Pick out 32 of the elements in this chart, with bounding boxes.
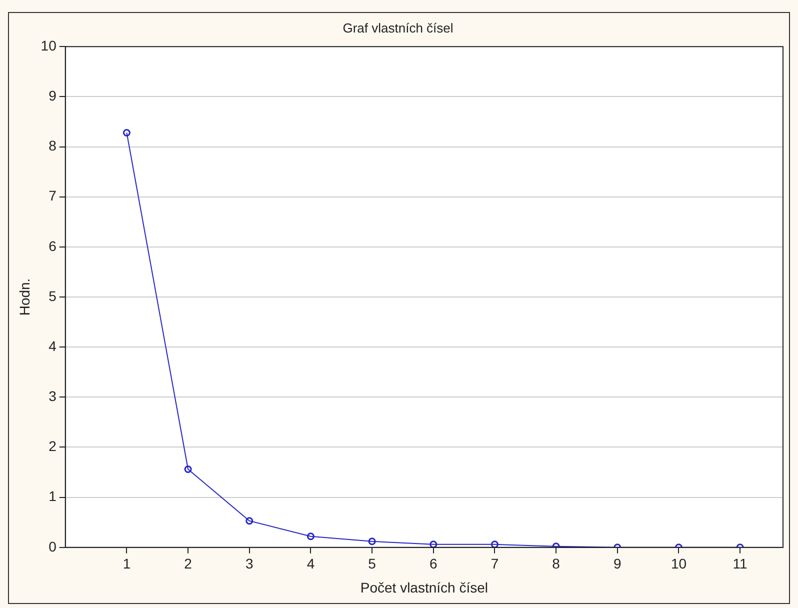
x-tick-label: 6 <box>429 556 438 572</box>
y-tick-label: 3 <box>48 388 57 404</box>
point <box>306 532 314 540</box>
chart-title: Graf vlastních čísel <box>342 20 454 36</box>
x-tick-label: 5 <box>368 556 376 572</box>
point <box>184 466 192 474</box>
y-tick-label: 1 <box>48 488 57 504</box>
x-tick-label: 11 <box>732 556 748 572</box>
y-tick-label: 9 <box>48 88 57 104</box>
x-tick-label: 10 <box>670 556 687 572</box>
point <box>430 540 438 548</box>
x-tick-label: 7 <box>490 556 499 572</box>
x-tick-label: 9 <box>613 556 622 572</box>
point <box>122 128 130 136</box>
x-tick-label: 2 <box>184 556 192 572</box>
x-tick-label: 3 <box>245 556 254 572</box>
y-axis-title: Hodn. <box>16 278 32 316</box>
y-tick-label: 6 <box>48 238 57 254</box>
y-tick-label: 2 <box>48 438 57 454</box>
point <box>368 538 376 546</box>
y-tick-label: 4 <box>48 338 57 354</box>
y-tick-label: 0 <box>48 538 57 554</box>
x-tick-label: 8 <box>552 556 560 572</box>
x-tick-label: 1 <box>122 556 131 572</box>
y-tick-label: 7 <box>48 188 57 204</box>
point <box>490 540 498 548</box>
y-tick-label: 8 <box>48 138 57 154</box>
x-tick-label: 4 <box>306 556 315 572</box>
x-axis-title: Počet vlastních čísel <box>360 579 488 596</box>
y-tick-label: 5 <box>48 288 57 304</box>
point <box>246 517 254 525</box>
y-tick-label: 10 <box>40 37 57 54</box>
